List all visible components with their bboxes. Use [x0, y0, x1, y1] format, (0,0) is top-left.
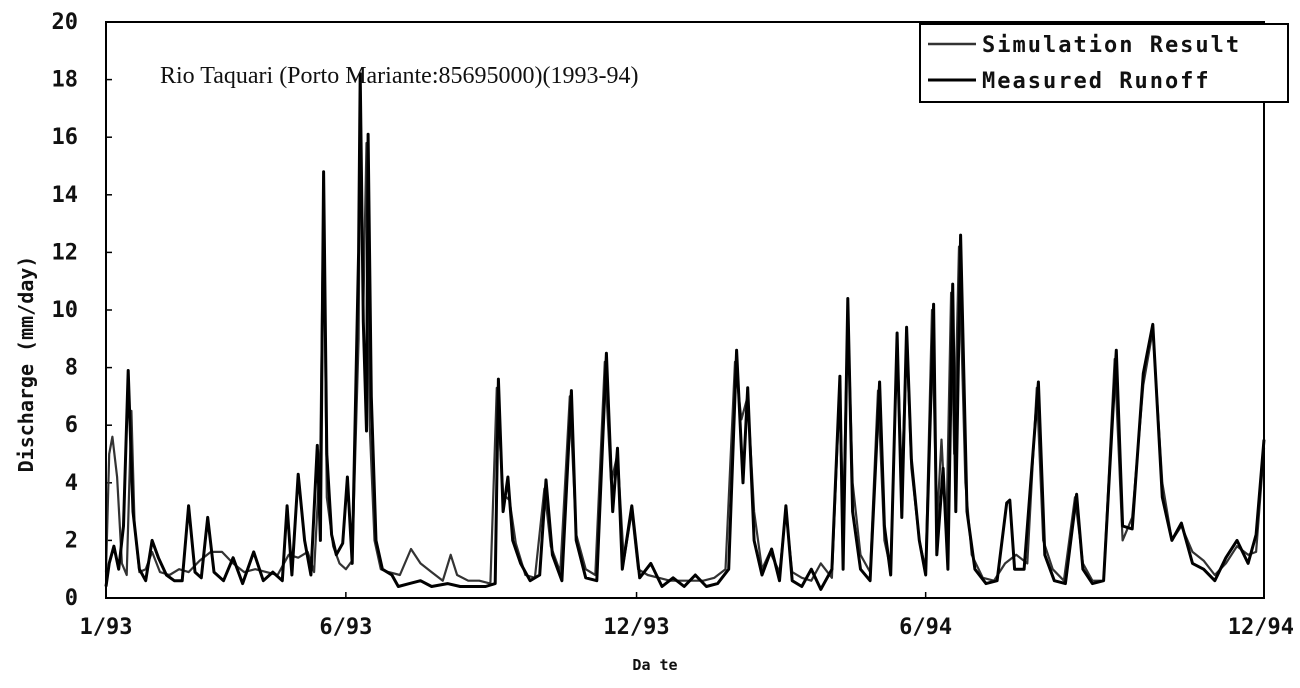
series-layer — [104, 72, 1266, 591]
plot-area-frame — [105, 21, 1265, 599]
x-tick-label: 12/93 — [603, 615, 669, 640]
x-tick-label: 6/94 — [899, 615, 952, 640]
y-tick-label: 20 — [52, 10, 79, 35]
y-axis-ticks: 0 2 4 6 8 10 12 14 16 18 20 — [52, 10, 112, 611]
x-axis-title: Da te — [632, 656, 677, 674]
x-tick-label: 12/94 — [1228, 615, 1294, 640]
legend-label-measured: Measured Runoff — [982, 69, 1211, 94]
series-line-measured-runoff — [104, 72, 1266, 591]
x-tick-label: 1/93 — [80, 615, 133, 640]
y-tick-label: 6 — [65, 413, 78, 438]
y-tick-label: 16 — [52, 125, 79, 150]
y-tick-label: 0 — [65, 586, 78, 611]
y-tick-label: 10 — [52, 298, 79, 323]
y-tick-label: 8 — [65, 356, 78, 381]
y-tick-label: 14 — [52, 183, 79, 208]
legend: Simulation Result Measured Runoff — [919, 23, 1289, 103]
series-line-simulation-result — [104, 101, 1266, 585]
y-tick-label: 12 — [52, 240, 79, 265]
x-axis-ticks: 1/93 6/93 12/93 6/94 12/94 — [80, 592, 1294, 640]
legend-box — [919, 23, 1289, 103]
y-tick-label: 18 — [52, 68, 79, 93]
chart-title: Rio Taquari (Porto Mariante:85695000)(19… — [160, 63, 638, 89]
legend-label-simulation: Simulation Result — [982, 33, 1241, 58]
y-axis-title: Discharge (mm/day) — [14, 256, 38, 473]
y-tick-label: 2 — [65, 528, 78, 553]
y-tick-label: 4 — [65, 471, 78, 496]
x-tick-label: 6/93 — [319, 615, 372, 640]
